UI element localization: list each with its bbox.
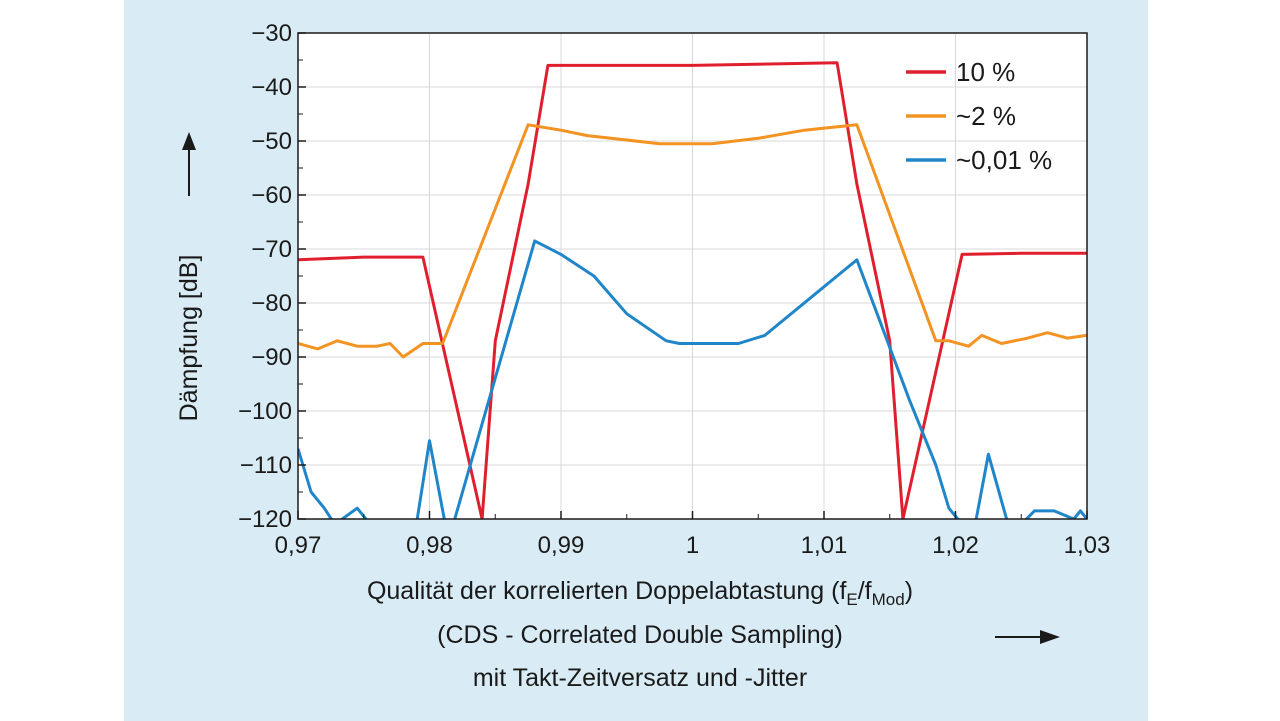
y-tick-label: −100	[238, 398, 292, 425]
series-line-3	[298, 239, 1087, 519]
x-tick-label: 0,99	[538, 532, 585, 559]
x-tick-label: 0,98	[406, 532, 453, 559]
y-axis-arrow	[182, 132, 196, 196]
y-tick-label: −90	[251, 344, 292, 371]
legend-label-2: ~2 %	[956, 101, 1016, 131]
y-tick-label: −40	[251, 74, 292, 101]
y-tick-label: −110	[240, 452, 292, 479]
y-tick-label: −70	[251, 236, 292, 263]
x-axis-arrow	[995, 630, 1060, 644]
x-tick-label: 0,97	[275, 532, 322, 559]
x-axis-label-line2: (CDS - Correlated Double Sampling)	[437, 621, 843, 649]
legend-label-1: 10 %	[956, 57, 1015, 87]
y-tick-label: −80	[251, 290, 292, 317]
x-axis-label-line3: mit Takt-Zeitversatz und -Jitter	[472, 664, 808, 692]
y-axis-label: Dämpfung [dB]	[175, 255, 203, 422]
y-tick-label: −60	[251, 182, 292, 209]
y-tick-label: −30	[251, 20, 292, 47]
x-tick-label: 1	[686, 532, 699, 559]
x-tick-label: 1,02	[932, 532, 979, 559]
x-tick-label: 1,03	[1064, 532, 1111, 559]
x-axis-label-line1: Qualität der korrelierten Doppelabtastun…	[366, 577, 914, 609]
legend-label-3: ~0,01 %	[956, 145, 1052, 175]
y-tick-label: −50	[251, 128, 292, 155]
x-tick-label: 1,01	[801, 532, 848, 559]
series-line-2	[298, 123, 1087, 359]
y-tick-label: −120	[238, 506, 292, 533]
